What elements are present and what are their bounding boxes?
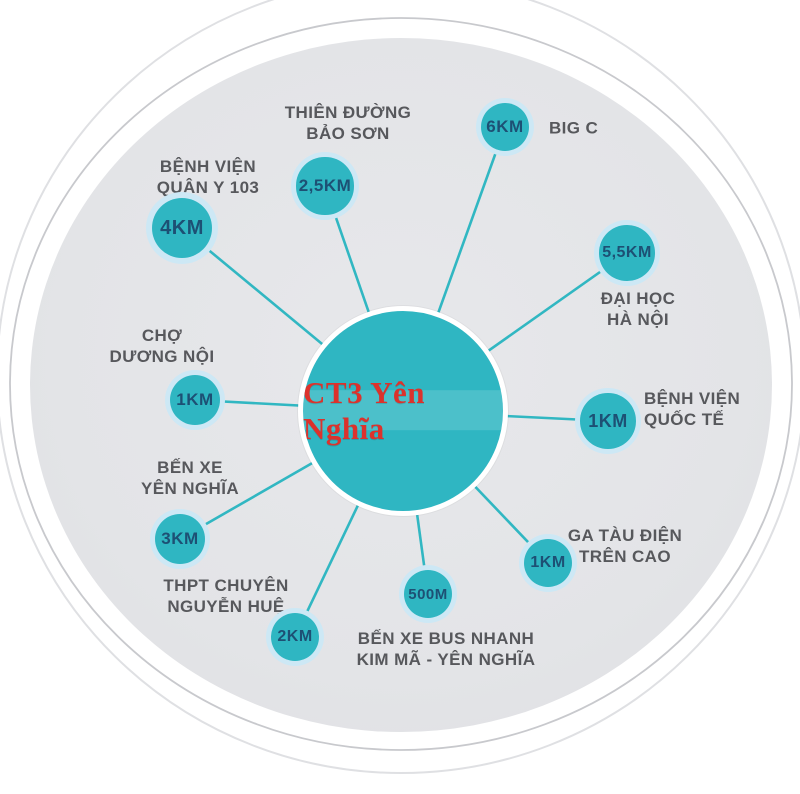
distance-bubble: 1KM: [523, 538, 573, 588]
label-benh-vien-quan-y-103: BỆNH VIỆN QUÂN Y 103: [156, 156, 260, 197]
label-ben-xe-bus-nhanh: BẾN XE BUS NHANH KIM MÃ - YÊN NGHĨA: [356, 628, 536, 669]
outer-faint-ring: [0, 0, 800, 774]
distance-bubble: 3KM: [154, 513, 206, 565]
distance-bubble: 6KM: [480, 102, 530, 152]
distance-text: 2KM: [277, 628, 313, 645]
distance-badge-cho-duong-noi: 1KM: [165, 370, 225, 430]
distance-text: 3KM: [161, 528, 199, 548]
distance-text: 2,5KM: [298, 175, 352, 195]
distance-bubble: 2KM: [270, 612, 320, 662]
distance-badge-benh-vien-quan-y-103: 4KM: [146, 192, 218, 264]
distance-bubble: 500M: [403, 569, 453, 619]
distance-badge-big-c: 6KM: [476, 98, 534, 156]
distance-text: 500M: [408, 585, 448, 603]
distance-text: 6KM: [486, 117, 524, 136]
distance-text: 5,5KM: [602, 244, 652, 261]
distance-badge-ben-xe-bus-nhanh: 500M: [399, 565, 457, 623]
label-cho-duong-noi: CHỢ DƯƠNG NỘI: [109, 325, 215, 366]
distance-text: 4KM: [160, 216, 204, 239]
distance-badge-ga-tau-dien: 1KM: [519, 534, 577, 592]
distance-badge-benh-vien-quoc-te: 1KM: [575, 388, 641, 454]
central-hub: CT3 Yên Nghĩa: [298, 306, 508, 516]
distance-bubble: 2,5KM: [296, 157, 354, 215]
project-title: CT3 Yên Nghĩa: [303, 375, 426, 446]
distance-text: 1KM: [176, 389, 214, 409]
label-ga-tau-dien: GA TÀU ĐIỆN TRÊN CAO: [567, 525, 683, 566]
distance-bubble: 4KM: [151, 197, 213, 259]
distance-text: 1KM: [530, 554, 566, 571]
distance-badge-thpt-chuyen-nguyen-hue: 2KM: [266, 608, 324, 666]
label-dai-hoc-ha-noi: ĐẠI HỌC HÀ NỘI: [600, 288, 676, 329]
label-ben-xe-yen-nghia: BẾN XE YÊN NGHĨA: [140, 457, 240, 498]
label-thien-duong-bao-son: THIÊN ĐƯỜNG BẢO SƠN: [284, 102, 412, 143]
outline-ring: [9, 17, 793, 751]
label-big-c: BIG C: [549, 118, 599, 138]
distance-badge-ben-xe-yen-nghia: 3KM: [150, 509, 210, 569]
hub-stripe: [303, 390, 503, 431]
distance-bubble: 5,5KM: [599, 225, 655, 281]
distance-bubble: 1KM: [169, 374, 221, 426]
distance-text: 1KM: [588, 410, 628, 431]
distance-badge-dai-hoc-ha-noi: 5,5KM: [594, 220, 660, 286]
label-benh-vien-quoc-te: BỆNH VIỆN QUỐC TẾ: [644, 388, 741, 429]
distance-badge-thien-duong-bao-son: 2,5KM: [291, 152, 359, 220]
distance-bubble: 1KM: [580, 393, 636, 449]
label-thpt-chuyen-nguyen-hue: THPT CHUYÊN NGUYỄN HUỆ: [163, 575, 289, 616]
